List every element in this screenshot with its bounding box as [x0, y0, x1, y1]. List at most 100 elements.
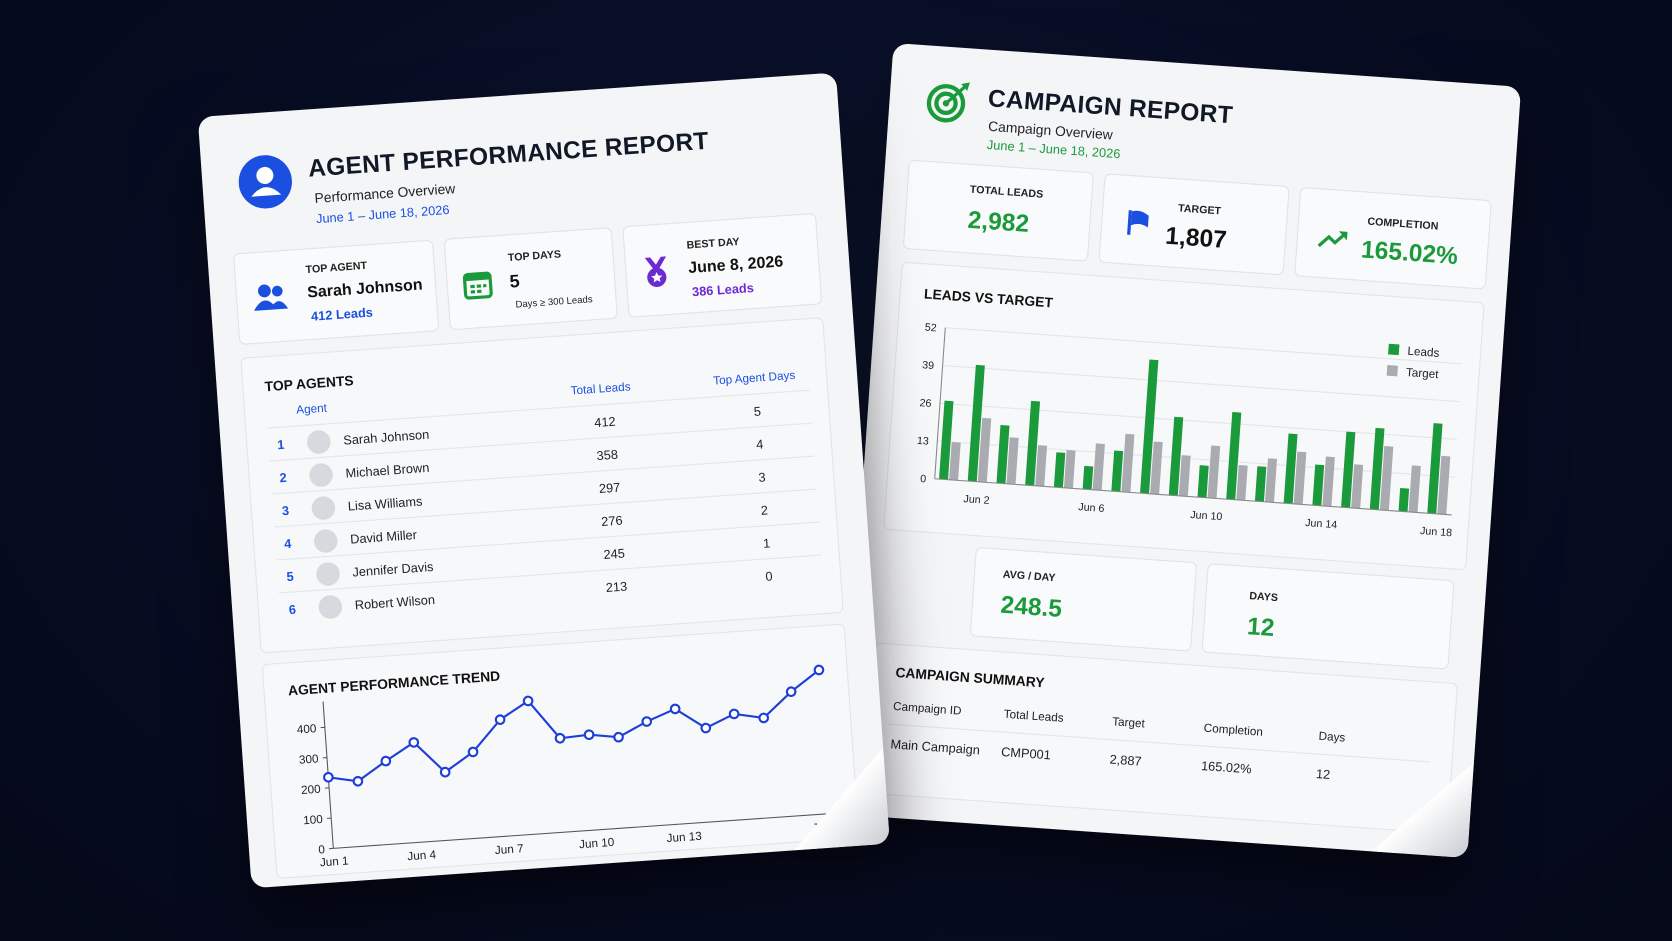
kpi-value: Sarah Johnson	[306, 275, 424, 302]
users-icon	[254, 284, 289, 311]
kpi-card: TOP DAYS 5 Days ≥ 300 Leads	[443, 227, 619, 331]
bar	[967, 364, 985, 482]
bar	[1197, 465, 1209, 498]
column-header: Agent	[295, 402, 328, 417]
rank: 5	[286, 568, 295, 585]
kpi-card: BEST DAY June 8, 2026 386 Leads	[622, 212, 823, 318]
summary-cell: 2,887	[1109, 751, 1143, 769]
y-tick-label: 100	[303, 813, 324, 827]
medal-icon	[644, 256, 667, 287]
x-tick-label: Jun 1	[320, 854, 350, 869]
summary-cell: 165.02%	[1200, 758, 1253, 777]
rank: 6	[288, 601, 297, 618]
avatar	[313, 528, 339, 554]
bar	[1408, 465, 1421, 513]
chart-title: AGENT PERFORMANCE TREND	[288, 668, 501, 699]
data-point	[439, 766, 451, 778]
kpi-card: COMPLETION 165.02%	[1294, 186, 1492, 290]
y-tick-label: 400	[296, 722, 317, 736]
top-days: 2	[760, 502, 769, 519]
top-agents-section: TOP AGENTS Agent Total Leads Top Agent Day…	[240, 317, 844, 654]
bar	[1351, 464, 1364, 509]
kpi-value: 248.5	[999, 590, 1063, 623]
bar	[1168, 416, 1184, 496]
agent-report: AGENT PERFORMANCE REPORT Performance Ove…	[197, 72, 890, 889]
x-tick-label: Jun 18	[1420, 525, 1453, 539]
total-leads: 358	[596, 446, 619, 464]
kpi-card: DAYS 12	[1201, 563, 1455, 670]
kpi-card: TOP AGENT Sarah Johnson 412 Leads	[232, 239, 440, 346]
rank: 2	[279, 470, 288, 486]
bar	[1379, 445, 1394, 511]
total-leads: 213	[605, 578, 628, 596]
avatar	[315, 561, 341, 587]
flag-icon	[1127, 210, 1149, 235]
column-header: Campaign ID	[892, 700, 962, 718]
y-tick-label: 13	[917, 435, 930, 448]
kpi-value: 12	[1246, 611, 1276, 642]
bar	[1437, 455, 1451, 515]
data-point	[728, 708, 740, 720]
agent-name: Robert Wilson	[354, 592, 436, 613]
bar	[1025, 400, 1041, 486]
bar	[1341, 431, 1356, 508]
bar	[1254, 466, 1267, 502]
data-point	[641, 716, 653, 727]
kpi-label: AVG / DAY	[1002, 569, 1056, 585]
agent-name: Jennifer Davis	[351, 559, 434, 580]
data-point	[494, 714, 506, 725]
row-divider	[267, 389, 811, 429]
column-header: Total Leads	[1003, 708, 1065, 726]
data-point	[785, 686, 797, 698]
x-tick-label: Jun 10	[579, 836, 615, 851]
bar	[1264, 458, 1278, 503]
legend-swatch	[1388, 343, 1400, 356]
kpi-label: TOP DAYS	[507, 248, 562, 265]
data-point	[408, 737, 420, 748]
bar	[1369, 427, 1385, 510]
data-point	[813, 664, 825, 676]
x-tick-label: Jun 2	[963, 493, 990, 507]
summary-cell: 12	[1315, 766, 1331, 783]
column-header: Top Agent Days	[712, 369, 796, 388]
grid-line	[942, 364, 1460, 403]
target-icon	[926, 82, 970, 123]
bar	[1427, 423, 1443, 514]
kpi-label: BEST DAY	[686, 236, 740, 252]
bar-chart: LEADS VS TARGET 0 13 26 39 52 Jun 2 Jun 6 Jun 10…	[917, 285, 1463, 539]
top-days: 4	[755, 436, 764, 453]
column-header: Target	[1111, 715, 1146, 731]
bar	[1322, 456, 1335, 507]
top-days: 1	[762, 535, 771, 552]
kpi-label: TOP AGENT	[305, 260, 368, 277]
bar	[1121, 433, 1135, 493]
total-leads: 245	[603, 545, 626, 563]
x-tick-label: Jun 14	[1305, 517, 1338, 531]
agent-name: David Miller	[349, 527, 418, 547]
data-point	[323, 771, 334, 783]
campaign-summary-section: CAMPAIGN SUMMARY Campaign ID Total Leads T…	[864, 642, 1459, 835]
legend-swatch	[1386, 365, 1398, 377]
legend-label: Leads	[1407, 345, 1440, 360]
bar	[996, 424, 1010, 484]
y-axis	[934, 327, 946, 479]
top-days: 0	[764, 568, 774, 585]
bar	[1006, 437, 1019, 485]
report-title: AGENT PERFORMANCE REPORT	[307, 126, 710, 182]
agent-icon	[238, 155, 292, 209]
bar	[1035, 445, 1048, 487]
bar	[977, 417, 992, 483]
line-chart: AGENT PERFORMANCE TREND 0 100 200 300 400 Jun …	[288, 664, 848, 869]
x-tick-label: Jun 13	[666, 830, 702, 845]
data-point	[758, 712, 770, 724]
avatar	[310, 495, 336, 521]
date-range: June 1 – June 18, 2026	[315, 202, 450, 227]
data-point	[467, 746, 479, 758]
summary-cell: Main Campaign	[889, 736, 981, 758]
total-leads: 297	[598, 479, 621, 497]
kpi-label: TARGET	[1177, 202, 1222, 218]
bar	[1236, 464, 1248, 501]
bar	[1150, 441, 1163, 495]
x-axis	[934, 478, 1452, 516]
